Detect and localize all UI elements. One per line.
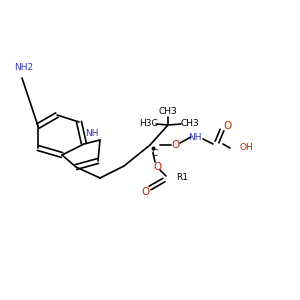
Text: H3C: H3C	[139, 118, 158, 127]
Text: C: C	[152, 148, 158, 158]
Text: CH3: CH3	[181, 118, 200, 127]
Text: O: O	[141, 187, 149, 197]
Text: NH: NH	[85, 130, 99, 139]
Text: CH3: CH3	[159, 106, 177, 116]
Text: NH2: NH2	[14, 64, 33, 73]
Text: R1: R1	[176, 173, 188, 182]
Text: O: O	[171, 140, 179, 150]
Text: O: O	[154, 162, 162, 172]
Text: O: O	[223, 121, 231, 131]
Text: OH: OH	[240, 143, 254, 152]
Text: NH: NH	[188, 133, 202, 142]
